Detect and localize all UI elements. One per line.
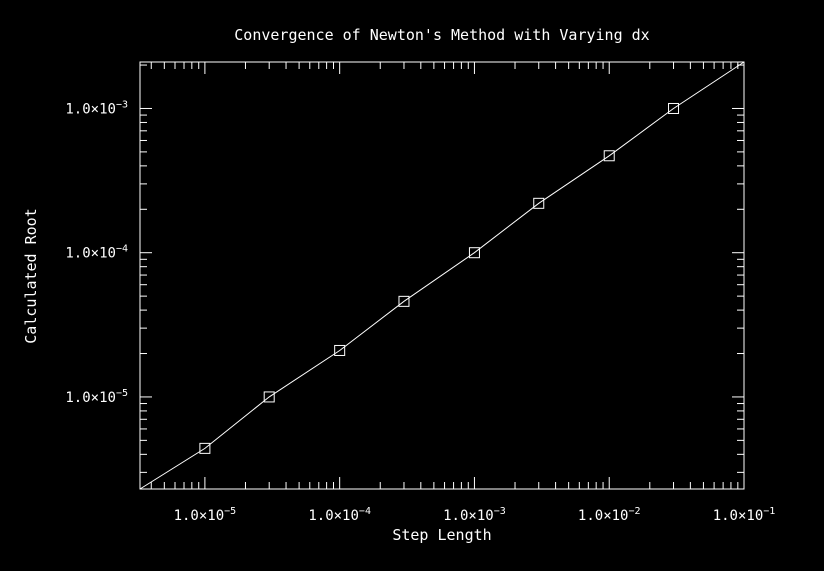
x-tick-label: 1.0×10−5 [174, 506, 237, 524]
tick-mantissa: 1.0×10 [65, 246, 116, 262]
y-tick-label: 1.0×10−5 [65, 388, 128, 406]
tick-mantissa: 1.0×10 [713, 508, 764, 524]
y-axis-title: Calculated Root [22, 208, 40, 343]
y-axis-tick-labels: 1.0×10−51.0×10−41.0×10−3 [65, 99, 128, 405]
x-tick-label: 1.0×10−3 [443, 506, 506, 524]
tick-exponent: −4 [359, 506, 371, 517]
tick-exponent: −2 [628, 506, 640, 517]
tick-exponent: −3 [494, 506, 506, 517]
tick-mantissa: 1.0×10 [174, 508, 225, 524]
data-point-marker [398, 295, 410, 307]
y-tick-label: 1.0×10−3 [65, 99, 128, 117]
tick-mantissa: 1.0×10 [443, 508, 494, 524]
tick-mantissa: 1.0×10 [308, 508, 359, 524]
data-point-marker [263, 391, 275, 403]
x-tick-label: 1.0×10−4 [308, 506, 371, 524]
x-axis-tick-labels: 1.0×10−5 1.0×10−4 1.0×10−3 1.0×10−2 1.0×10−1 [174, 506, 776, 524]
y-tick-label: 1.0×10−4 [65, 244, 128, 262]
x-axis-title: Step Length [392, 526, 491, 544]
x-axis-ticks [150, 62, 745, 489]
y-axis-ticks [140, 64, 744, 473]
data-point-marker [533, 197, 545, 209]
series-markers [199, 102, 680, 454]
data-point-marker [668, 102, 680, 114]
series-line [139, 61, 745, 490]
data-point-marker [334, 344, 346, 356]
chart-title: Convergence of Newton's Method with Vary… [234, 26, 649, 44]
data-point-marker [468, 247, 480, 259]
tick-mantissa: 1.0×10 [578, 508, 629, 524]
tick-exponent: −4 [116, 244, 128, 255]
data-point-marker [199, 442, 211, 454]
tick-mantissa: 1.0×10 [65, 101, 116, 117]
tick-exponent: −3 [116, 99, 128, 110]
data-point-marker [603, 150, 615, 162]
x-tick-label: 1.0×10−1 [713, 506, 776, 524]
tick-mantissa: 1.0×10 [65, 390, 116, 406]
tick-exponent: −1 [763, 506, 775, 517]
x-tick-label: 1.0×10−2 [578, 506, 641, 524]
tick-exponent: −5 [116, 388, 128, 399]
tick-exponent: −5 [224, 506, 236, 517]
